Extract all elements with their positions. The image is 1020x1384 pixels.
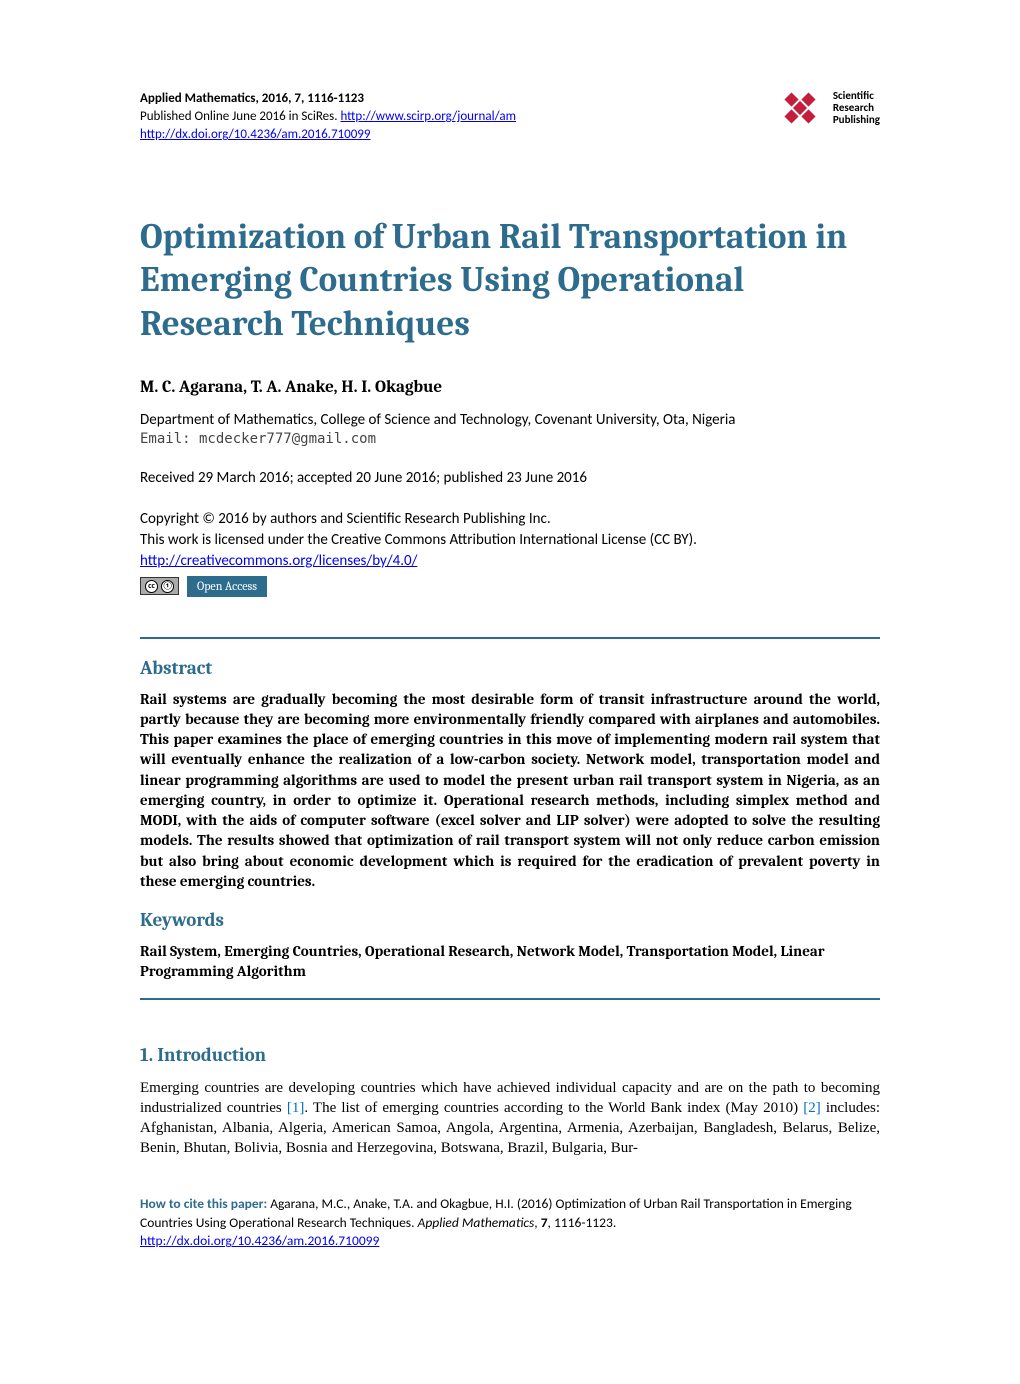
cite-journal: Applied Mathematics xyxy=(418,1214,535,1231)
doi-link[interactable]: http://dx.doi.org/10.4236/am.2016.710099 xyxy=(140,127,370,142)
citation-box: How to cite this paper: Agarana, M.C., A… xyxy=(140,1195,880,1252)
cite-volume: 7 xyxy=(541,1214,548,1231)
journal-url-link[interactable]: http://www.scirp.org/journal/am xyxy=(340,109,516,124)
reference-link-1[interactable]: [1] xyxy=(287,1100,305,1116)
reference-link-2[interactable]: [2] xyxy=(803,1100,821,1116)
cite-text-3: , 1116-1123. xyxy=(548,1214,617,1231)
logo-icon xyxy=(776,84,824,132)
abstract-text: Rail systems are gradually becoming the … xyxy=(140,689,880,892)
publisher-name: ScientificResearchPublishing xyxy=(833,90,880,126)
copyright-block: Copyright © 2016 by authors and Scientif… xyxy=(140,509,880,597)
journal-citation: Applied Mathematics, 2016, 7, 1116-1123 xyxy=(140,90,516,108)
article-dates: Received 29 March 2016; accepted 20 June… xyxy=(140,469,880,487)
page-header: Applied Mathematics, 2016, 7, 1116-1123 … xyxy=(140,90,880,145)
authors: M. C. Agarana, T. A. Anake, H. I. Okagbu… xyxy=(140,378,880,397)
cite-label: How to cite this paper: xyxy=(140,1195,270,1212)
divider-top xyxy=(140,637,880,639)
article-title: Optimization of Urban Rail Transportatio… xyxy=(140,215,880,346)
introduction-heading: 1. Introduction xyxy=(140,1044,880,1066)
open-access-badge: Open Access xyxy=(187,576,267,597)
abstract-heading: Abstract xyxy=(140,657,880,679)
affiliation: Department of Mathematics, College of Sc… xyxy=(140,411,880,429)
introduction-paragraph: Emerging countries are developing countr… xyxy=(140,1078,880,1159)
intro-text-2: . The list of emerging countries accordi… xyxy=(304,1100,803,1116)
license-url-link[interactable]: http://creativecommons.org/licenses/by/4… xyxy=(140,552,417,570)
published-prefix: Published Online June 2016 in SciRes. xyxy=(140,109,340,124)
publisher-logo: ScientificResearchPublishing xyxy=(783,90,880,126)
cite-doi-link[interactable]: http://dx.doi.org/10.4236/am.2016.710099 xyxy=(140,1232,379,1249)
header-meta: Applied Mathematics, 2016, 7, 1116-1123 … xyxy=(140,90,516,145)
published-line: Published Online June 2016 in SciRes. ht… xyxy=(140,108,516,126)
divider-bottom xyxy=(140,998,880,1000)
license-badges: cc ① Open Access xyxy=(140,576,880,597)
author-email: Email: mcdecker777@gmail.com xyxy=(140,431,880,447)
cc-by-badge-icon: cc ① xyxy=(140,577,179,595)
copyright-line: Copyright © 2016 by authors and Scientif… xyxy=(140,509,880,530)
keywords-text: Rail System, Emerging Countries, Operati… xyxy=(140,941,880,982)
keywords-heading: Keywords xyxy=(140,909,880,931)
license-line: This work is licensed under the Creative… xyxy=(140,530,880,551)
